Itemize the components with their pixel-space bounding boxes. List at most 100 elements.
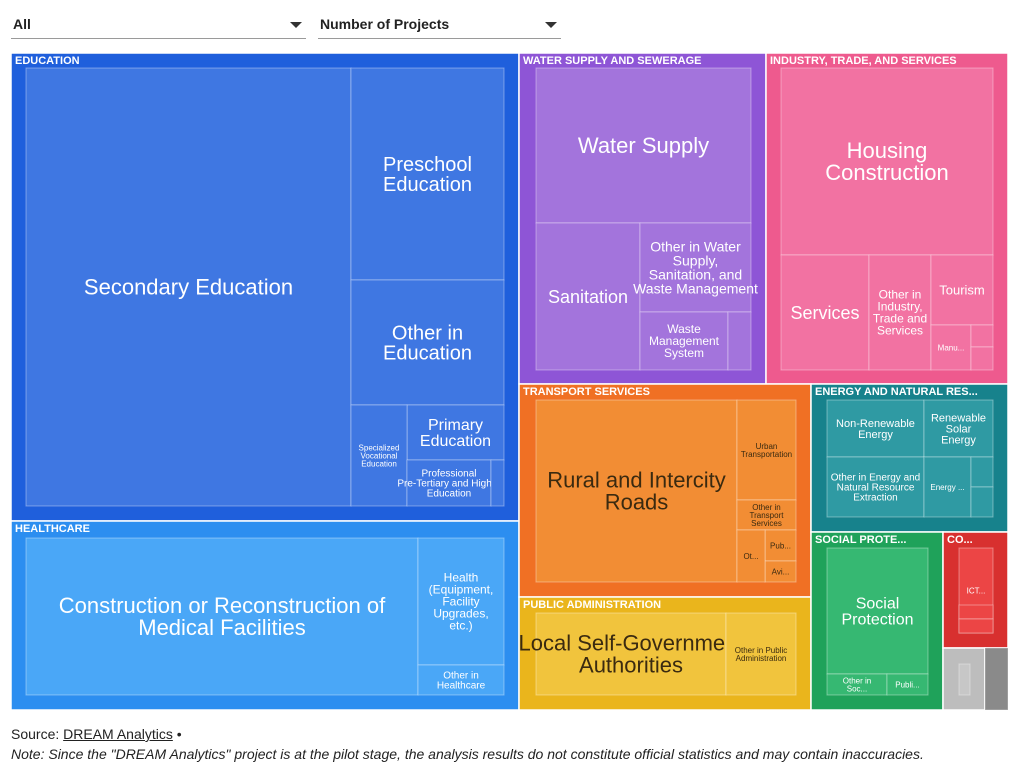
tile-rect[interactable] (350, 67, 505, 281)
tile-rect[interactable] (930, 324, 972, 371)
tile-tile[interactable] (970, 486, 994, 518)
tile-professional-pre-tertiary-and-higher-education[interactable]: Professional Pre-Tertiary and Higher Educa… (397, 459, 501, 507)
tile-housing-construction[interactable]: Housing Construction (780, 67, 994, 256)
tile-rect[interactable] (868, 254, 932, 371)
tile-tile[interactable] (970, 346, 994, 371)
tile-rect[interactable] (736, 399, 797, 501)
tile-rect[interactable] (535, 67, 752, 224)
tile-other-in-public-administration[interactable]: Other in Public Administration (725, 612, 797, 696)
tile-rural-and-intercity-roads[interactable]: Rural and Intercity Roads (535, 399, 738, 583)
tile-other-in-water-supply-sanitation-and-waste-management[interactable]: Other in Water Supply, Sanitation, and Wast… (633, 222, 758, 313)
tile-tile[interactable] (970, 324, 994, 348)
group-co[interactable]: CO... ICT... (942, 531, 1009, 649)
tile-rect[interactable] (535, 222, 641, 371)
tile-health-equipment-facility-upgrades-etc[interactable]: Health (Equipment, Facility Upgrades, etc.) (417, 537, 505, 666)
tile-rect[interactable] (780, 67, 994, 256)
tile-rect[interactable] (984, 647, 1009, 711)
tile-rect[interactable] (923, 399, 994, 458)
tile-tourism[interactable]: Tourism (930, 254, 994, 326)
group-education[interactable]: EDUCATION Secondary Education Preschool Edu… (10, 52, 520, 522)
tile-energy[interactable]: Energy ... (923, 456, 972, 518)
tile-rect[interactable] (736, 499, 797, 531)
tile-rect[interactable] (535, 612, 727, 696)
tile-sanitation[interactable]: Sanitation (535, 222, 641, 371)
tile-rect[interactable] (958, 618, 994, 634)
tile-local-self-government-authorities[interactable]: Local Self-Government Authorities (519, 612, 744, 696)
tile-tile[interactable] (958, 618, 994, 634)
tile-tile[interactable] (958, 604, 994, 620)
tile-specialized-vocational-education[interactable]: Specialized Vocational Education (350, 404, 408, 507)
tile-rect[interactable] (826, 456, 925, 518)
tile-other-in-industry-trade-and-services[interactable]: Other in Industry, Trade and Services (868, 254, 932, 371)
tile-rect[interactable] (350, 404, 408, 507)
tile-renewable-solar-energy[interactable]: Renewable Solar Energy (923, 399, 994, 458)
metric-filter-dropdown[interactable]: Number of Projects (318, 10, 561, 39)
tile-pub[interactable]: Pub... (764, 529, 797, 562)
tile-rect[interactable] (970, 456, 994, 488)
tile-rect[interactable] (886, 673, 929, 696)
tile-non-renewable-energy[interactable]: Non-Renewable Energy (826, 399, 925, 458)
group-label: HEALTHCARE (15, 523, 90, 535)
tile-tile[interactable] (958, 663, 971, 696)
source-bullet: • (176, 726, 182, 742)
tile-other-in-soc[interactable]: Other in Soc... (826, 673, 888, 696)
tile-construction-or-reconstruction-of-medical-facilities[interactable]: Construction or Reconstruction of Medical… (25, 537, 419, 696)
group-label: INDUSTRY, TRADE, AND SERVICES (770, 55, 957, 67)
tile-rect[interactable] (535, 399, 738, 583)
tile-rect[interactable] (639, 222, 752, 313)
tile-urban-transportation[interactable]: Urban Transportation (736, 399, 797, 501)
tile-rect[interactable] (736, 529, 766, 583)
tile-ot[interactable]: Ot... (736, 529, 766, 583)
tile-tile[interactable] (490, 459, 505, 507)
group-healthcare[interactable]: HEALTHCARE Construction or Reconstruction… (10, 520, 520, 711)
group-energy-and-natural-res[interactable]: ENERGY AND NATURAL RES... Non-Renewable En… (810, 383, 1009, 533)
tile-rect[interactable] (958, 604, 994, 620)
tile-publi[interactable]: Publi... (886, 673, 929, 696)
tile-label: Other in Water Supply, Sanitation, and Wast… (633, 238, 758, 296)
source-link[interactable]: DREAM Analytics (63, 726, 173, 742)
tile-other-in-healthcare[interactable]: Other in Healthcare (417, 664, 505, 696)
tile-tile[interactable] (727, 311, 752, 371)
tile-waste-management-system[interactable]: Waste Management System (639, 311, 729, 371)
tile-tile[interactable] (984, 647, 1009, 711)
region-filter-dropdown[interactable]: All (11, 10, 306, 39)
tile-rect[interactable] (958, 663, 971, 696)
group-water-supply-and-sewerage[interactable]: WATER SUPPLY AND SEWERAGE Water Supply San… (518, 52, 767, 385)
tile-secondary-education[interactable]: Secondary Education (25, 67, 352, 507)
tile-rect[interactable] (780, 254, 870, 371)
tile-rect[interactable] (970, 346, 994, 371)
tile-label: Construction or Reconstruction of Medical… (59, 593, 386, 640)
group-public-administration[interactable]: PUBLIC ADMINISTRATION Local Self-Governme… (518, 596, 812, 711)
tile-rect[interactable] (490, 459, 505, 507)
tile-rect[interactable] (923, 456, 972, 518)
tile-rect[interactable] (25, 537, 419, 696)
tile-services[interactable]: Services (780, 254, 870, 371)
tile-social-protection[interactable]: Social Protection (826, 547, 929, 675)
tile-manu[interactable]: Manu... (930, 324, 972, 371)
tile-rect[interactable] (727, 311, 752, 371)
tile-rect[interactable] (970, 486, 994, 518)
group-industry-trade-and-services[interactable]: INDUSTRY, TRADE, AND SERVICES Housing Cons… (765, 52, 1009, 385)
tile-rect[interactable] (406, 459, 492, 507)
tile-rect[interactable] (417, 664, 505, 696)
tile-rect[interactable] (417, 537, 505, 666)
tile-rect[interactable] (826, 399, 925, 458)
group-other-9[interactable] (942, 647, 986, 711)
tile-label: Energy ... (930, 483, 964, 492)
group-social-prote[interactable]: SOCIAL PROTE... Social Protection Other in S… (810, 531, 944, 711)
tile-rect[interactable] (725, 612, 797, 696)
tile-rect[interactable] (930, 254, 994, 326)
tile-other-in-energy-and-natural-resource-extraction[interactable]: Other in Energy and Natural Resource Extra… (826, 456, 925, 518)
tile-water-supply[interactable]: Water Supply (535, 67, 752, 224)
tile-other-in-education[interactable]: Other in Education (350, 279, 505, 406)
tile-rect[interactable] (639, 311, 729, 371)
tile-primary-education[interactable]: Primary Education (406, 404, 505, 461)
group-transport-services[interactable]: TRANSPORT SERVICES Rural and Intercity Roa… (518, 383, 812, 598)
tile-rect[interactable] (970, 324, 994, 348)
tile-avi[interactable]: Avi... (764, 560, 797, 583)
tile-label: Tourism (939, 283, 985, 298)
tile-other-in-transport-services[interactable]: Other in Transport Services (736, 499, 797, 531)
tile-tile[interactable] (970, 456, 994, 488)
group-other-10[interactable] (984, 647, 1009, 711)
tile-preschool-education[interactable]: Preschool Education (350, 67, 505, 281)
